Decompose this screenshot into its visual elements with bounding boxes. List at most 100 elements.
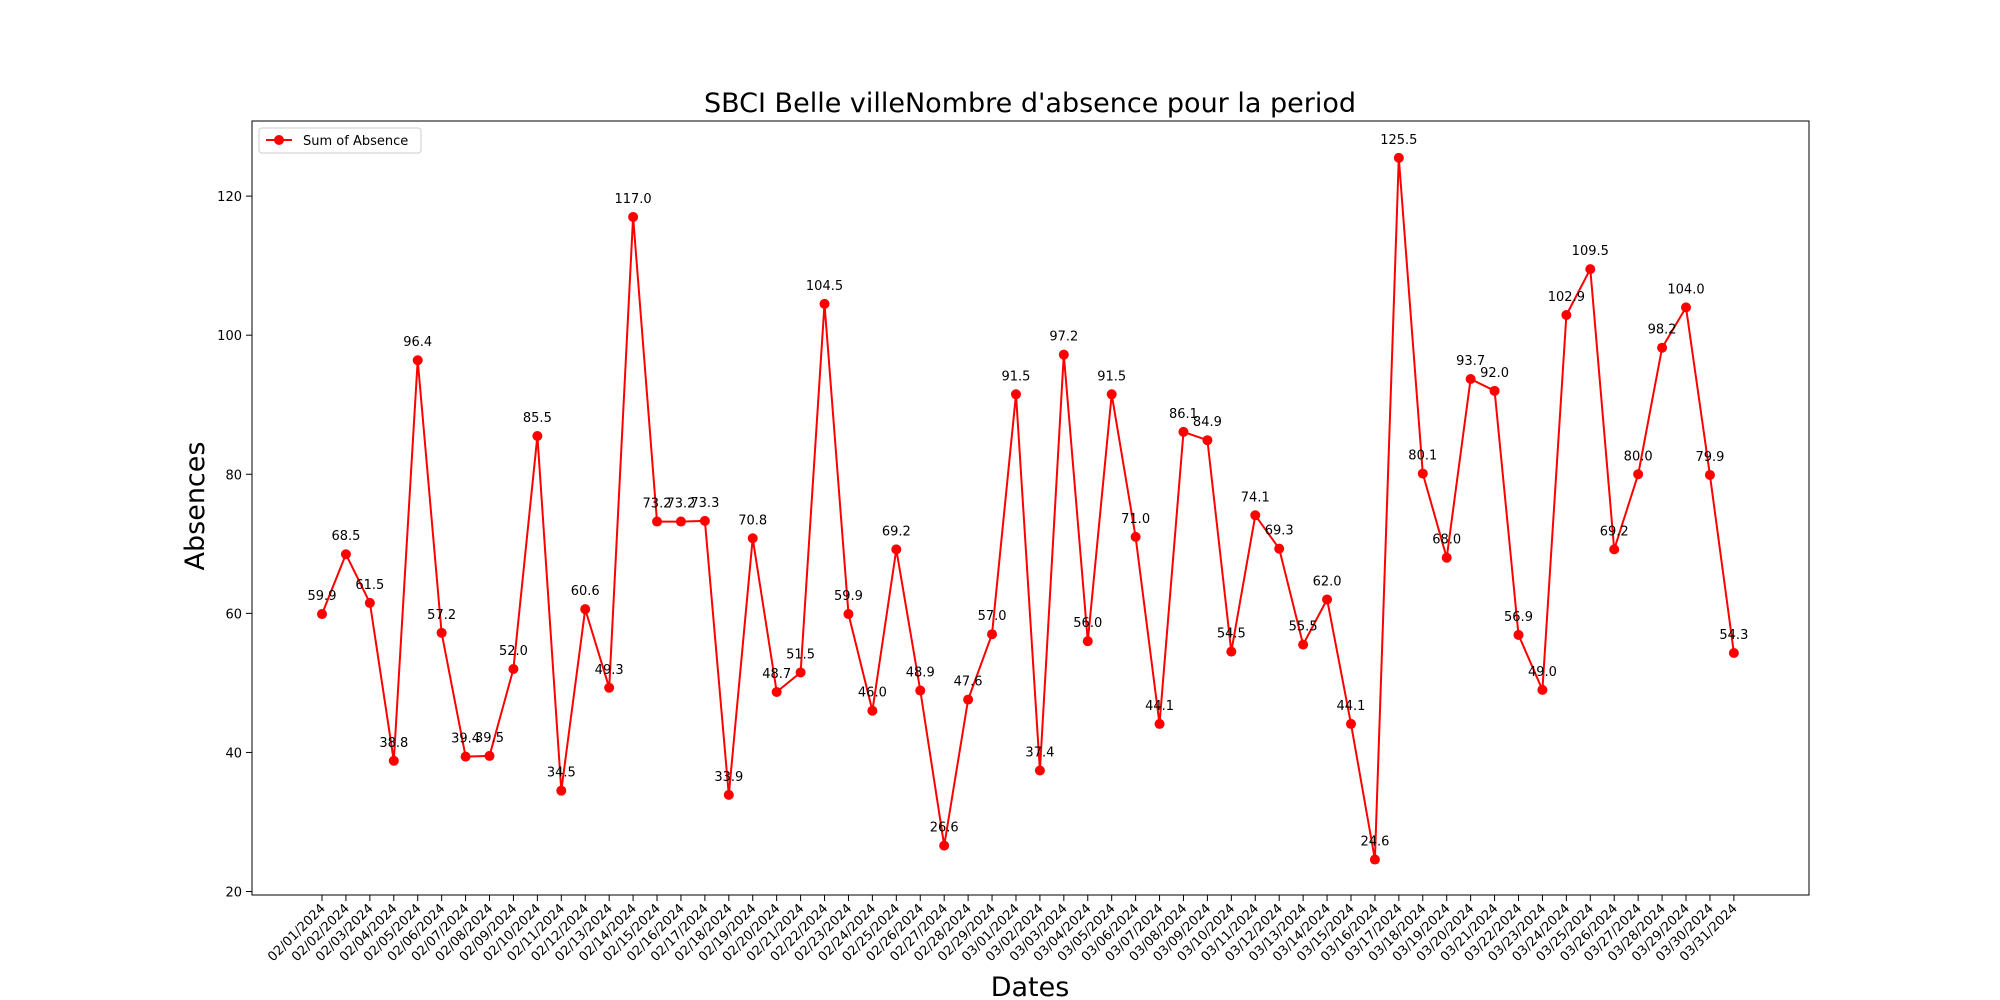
data-point [508, 663, 519, 674]
data-point [891, 544, 902, 555]
data-label: 73.2 [643, 497, 672, 512]
data-point [1417, 468, 1428, 479]
data-label: 46.0 [858, 686, 887, 701]
data-point [1106, 389, 1117, 400]
data-label: 54.5 [1217, 627, 1246, 642]
data-point [915, 685, 926, 696]
data-label: 79.9 [1695, 450, 1724, 465]
data-label: 48.7 [762, 667, 791, 682]
data-point [1465, 374, 1476, 384]
data-point [628, 211, 639, 222]
data-label: 69.3 [1265, 524, 1294, 539]
data-label: 96.4 [403, 335, 432, 350]
data-point [1681, 302, 1692, 313]
data-point [412, 355, 423, 366]
chart-title: SBCI Belle villeNombre d'absence pour la… [704, 88, 1356, 119]
data-label: 60.6 [571, 584, 600, 599]
data-label: 68.0 [1432, 533, 1461, 548]
data-label: 39.5 [475, 731, 504, 746]
data-point [1322, 594, 1333, 605]
data-label: 56.9 [1504, 610, 1533, 625]
data-point [1441, 552, 1452, 563]
data-label: 80.1 [1408, 449, 1437, 464]
data-point [604, 682, 615, 693]
data-label: 86.1 [1169, 407, 1198, 422]
data-point [867, 705, 878, 716]
data-point [963, 694, 974, 705]
data-label: 59.9 [308, 589, 337, 604]
data-label: 73.3 [690, 496, 719, 511]
data-point [317, 609, 327, 620]
data-label: 97.2 [1049, 330, 1078, 345]
y-tick-label: 40 [225, 746, 242, 761]
data-label: 91.5 [1097, 369, 1126, 384]
data-label: 109.5 [1572, 244, 1609, 259]
y-tick-label: 20 [225, 886, 242, 901]
data-point [795, 667, 806, 678]
data-label: 44.1 [1145, 699, 1174, 714]
data-point [1561, 310, 1572, 321]
data-label: 57.2 [427, 608, 456, 623]
data-point [532, 431, 543, 442]
data-label: 33.9 [714, 770, 743, 785]
data-label: 37.4 [1025, 746, 1054, 761]
data-point [1250, 510, 1261, 521]
data-label: 38.8 [379, 736, 408, 751]
data-point [1154, 718, 1165, 729]
data-point [1704, 469, 1715, 480]
data-point [1537, 684, 1548, 695]
data-label: 92.0 [1480, 366, 1509, 381]
data-point [1393, 152, 1404, 163]
legend-marker [274, 135, 284, 145]
data-point [388, 755, 399, 766]
data-point [484, 750, 495, 761]
data-label: 34.5 [547, 766, 576, 781]
data-label: 49.3 [595, 663, 624, 678]
data-label: 47.6 [954, 675, 983, 690]
data-label: 84.9 [1193, 415, 1222, 430]
data-point [436, 627, 447, 638]
data-label: 48.9 [906, 666, 935, 681]
data-point [771, 686, 782, 697]
legend-label: Sum of Absence [303, 134, 408, 149]
data-point [1369, 854, 1380, 865]
data-label: 24.6 [1360, 835, 1389, 850]
data-label: 56.0 [1073, 616, 1102, 631]
data-label: 57.0 [978, 609, 1007, 624]
data-label: 125.5 [1380, 133, 1417, 148]
x-axis: 02/01/202402/02/202402/03/202402/04/2024… [265, 895, 1741, 965]
data-label: 59.9 [834, 589, 863, 604]
data-point [652, 516, 663, 527]
data-label: 49.0 [1528, 665, 1557, 680]
data-label: 85.5 [523, 411, 552, 426]
data-point [747, 533, 758, 544]
data-label: 68.5 [331, 529, 360, 544]
data-point [580, 604, 591, 615]
data-point [1178, 426, 1189, 437]
data-label: 93.7 [1456, 354, 1485, 369]
data-point [675, 516, 686, 527]
data-label: 91.5 [1001, 369, 1030, 384]
data-point [1034, 765, 1045, 776]
y-axis-label: Absences [180, 442, 211, 571]
data-label: 62.0 [1313, 574, 1342, 589]
data-point [1657, 342, 1668, 353]
data-point [460, 751, 471, 762]
data-point [1010, 389, 1021, 400]
data-point [1728, 647, 1739, 658]
data-label: 39.4 [451, 732, 480, 747]
data-label: 55.5 [1289, 620, 1318, 635]
data-label: 104.0 [1667, 282, 1704, 297]
data-point [1058, 349, 1069, 360]
data-label: 70.8 [738, 513, 767, 528]
data-label: 102.9 [1548, 290, 1585, 305]
series-sum-of-absence [317, 152, 1739, 865]
data-point [1609, 544, 1620, 555]
y-axis: 20 40 60 80 100 120 [217, 190, 252, 901]
data-point [1130, 531, 1141, 542]
data-point [1274, 543, 1285, 554]
data-point [364, 597, 375, 608]
legend: Sum of Absence [258, 127, 422, 154]
data-point [1633, 469, 1644, 480]
